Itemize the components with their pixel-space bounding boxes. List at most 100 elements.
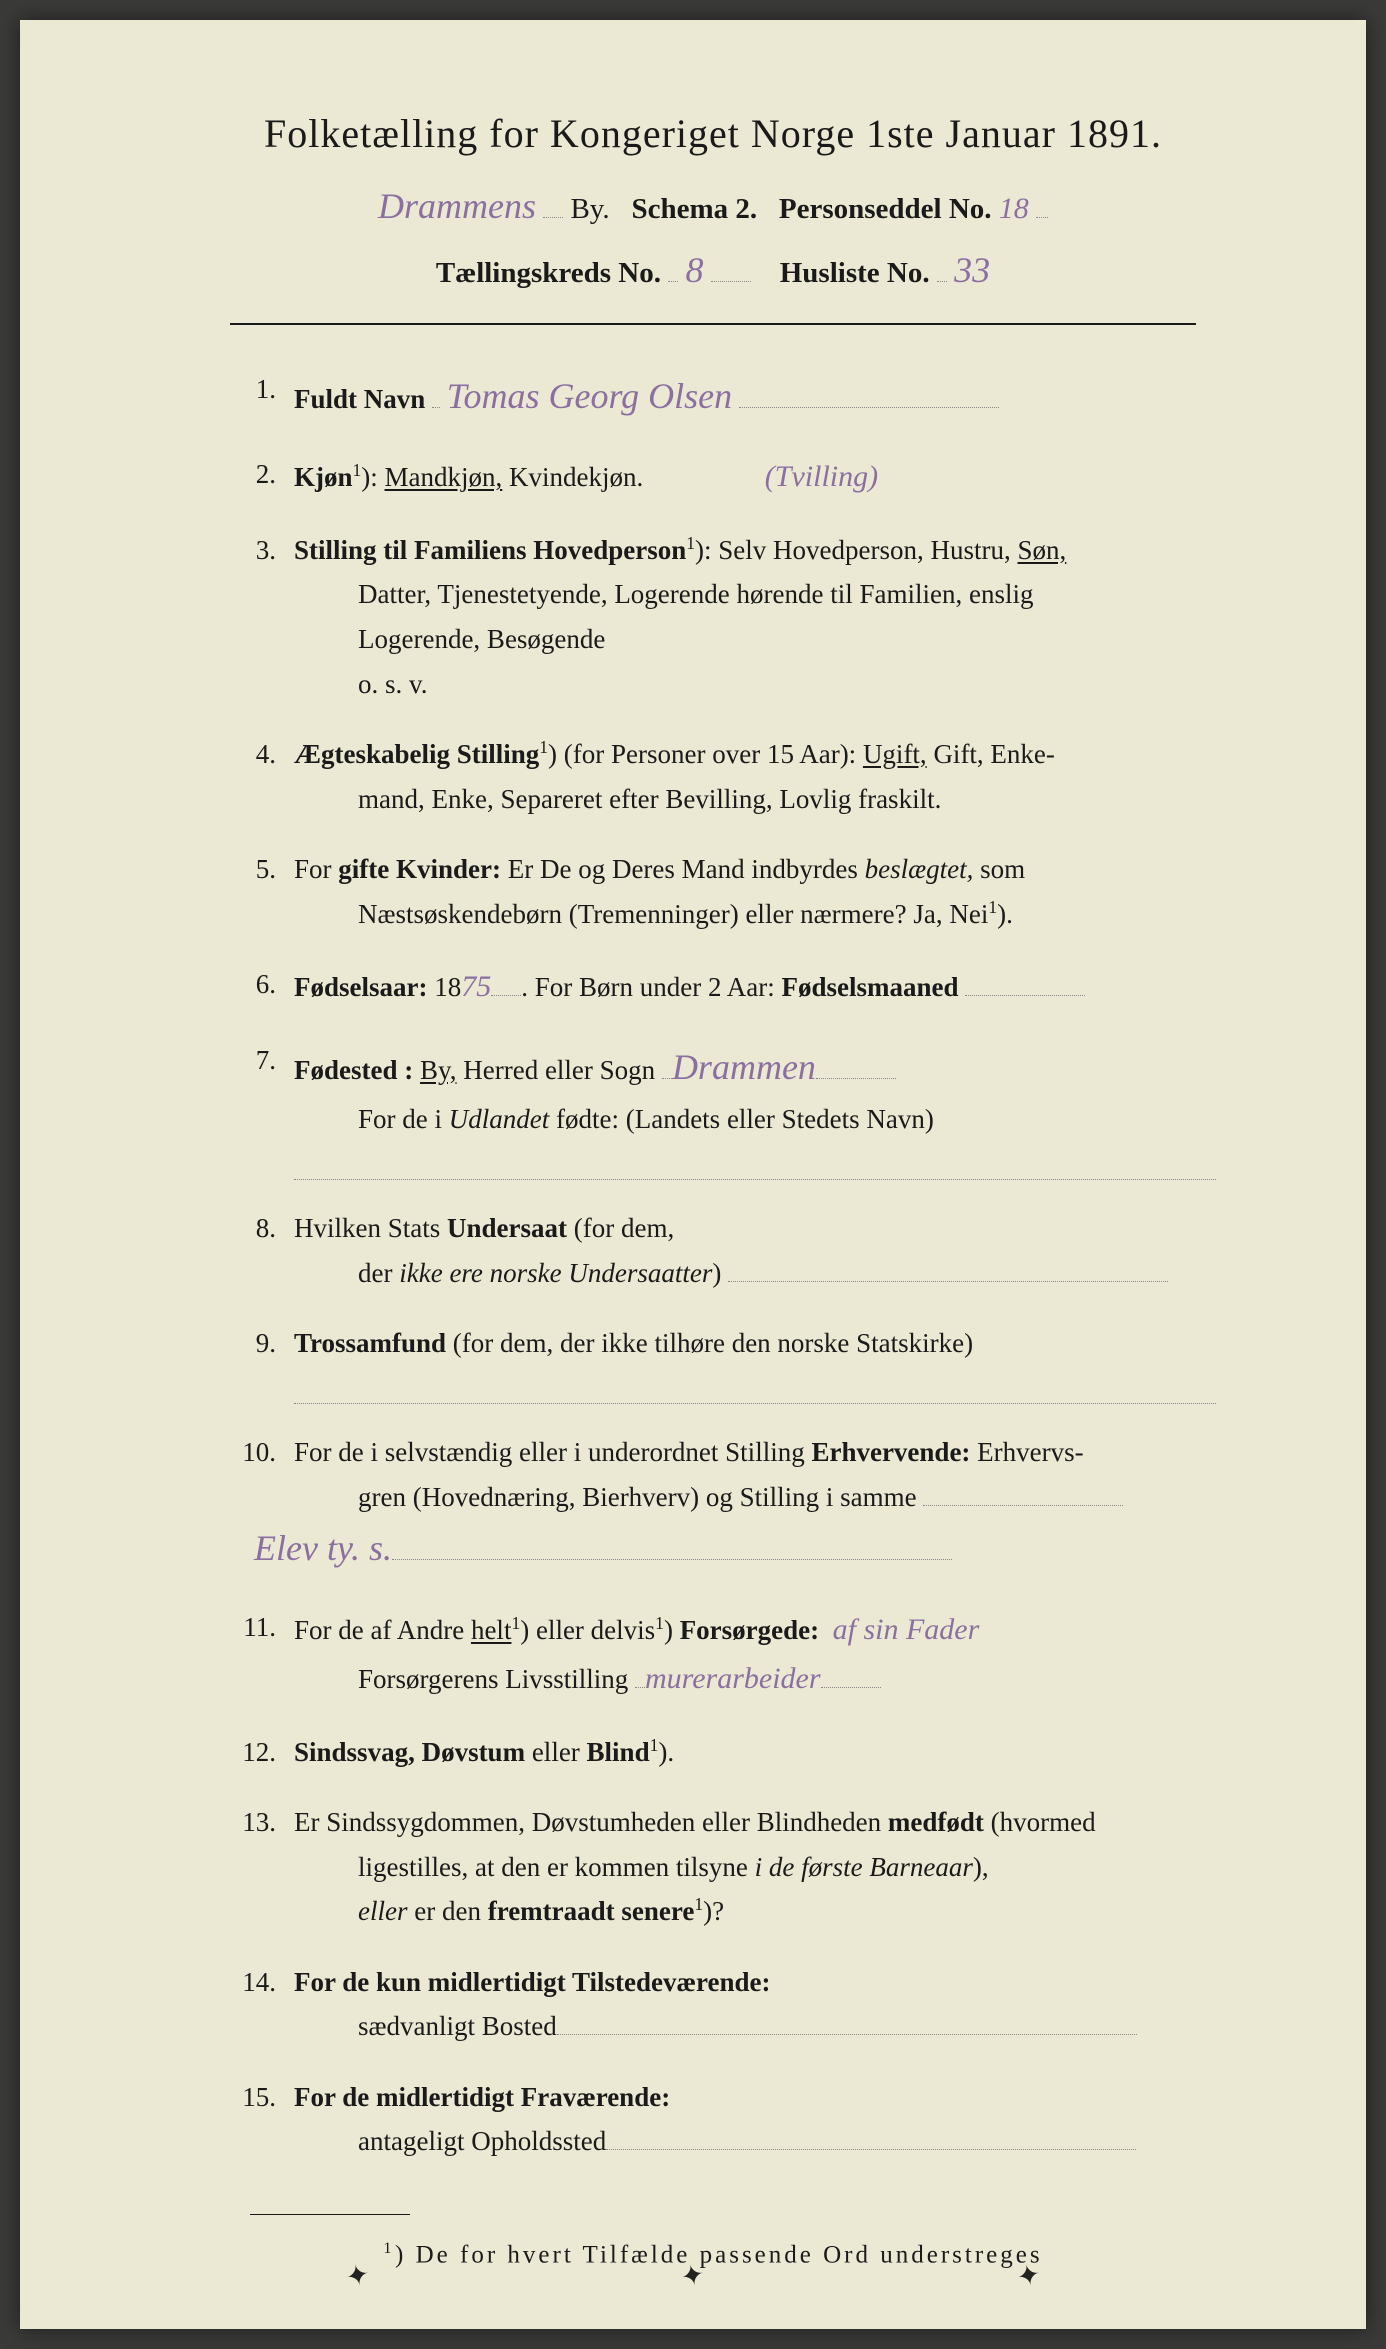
item-11: 11. For de af Andre helt1) eller delvis1…: [230, 1605, 1216, 1704]
field-label: Ægteskabelig Stilling: [294, 739, 539, 769]
footnote-divider: [250, 2214, 410, 2215]
item-number: 8.: [230, 1206, 294, 1295]
item-5: 5. For gifte Kvinder: Er De og Deres Man…: [230, 847, 1216, 936]
continuation: sædvanligt Bosted: [294, 2011, 1137, 2041]
item-number: 4.: [230, 732, 294, 821]
binding-marks: ✦ ✦ ✦: [20, 2259, 1366, 2293]
selected-option: By,: [420, 1055, 457, 1085]
item-14: 14. For de kun midlertidigt Tilstedevære…: [230, 1960, 1216, 2049]
field-label: Stilling til Familiens Hovedperson: [294, 535, 686, 565]
continuation: Logerende, Besøgende: [294, 624, 605, 654]
husliste-no: 33: [954, 249, 990, 291]
dotted-fill: [1036, 217, 1048, 218]
item-body: Hvilken Stats Undersaat (for dem, der ik…: [294, 1206, 1216, 1295]
item-7: 7. Fødested : By, Herred eller Sogn Dram…: [230, 1038, 1216, 1180]
item-number: 12.: [230, 1730, 294, 1775]
census-form-page: Folketælling for Kongeriget Norge 1ste J…: [20, 20, 1366, 2329]
item-number: 2.: [230, 452, 294, 502]
selected-option: Ugift,: [863, 739, 927, 769]
continuation: Datter, Tjenestetyende, Logerende hørend…: [294, 579, 1033, 609]
field-label: Trossamfund: [294, 1328, 446, 1358]
birthplace: Drammen: [672, 1038, 816, 1097]
item-4: 4. Ægteskabelig Stilling1) (for Personer…: [230, 732, 1216, 821]
personseddel-label: Personseddel No.: [779, 193, 992, 225]
field-label: gifte Kvinder:: [338, 854, 501, 884]
supported-by-hw: af sin Fader: [833, 1605, 980, 1655]
continuation: o. s. v.: [294, 669, 428, 699]
twin-note: (Tvilling): [765, 452, 878, 502]
field-label: medfødt: [888, 1807, 984, 1837]
item-body: For de midlertidigt Fraværende: antageli…: [294, 2075, 1216, 2164]
field-label: Sindssvag, Døvstum: [294, 1737, 525, 1767]
mark-icon: ✦: [1013, 2257, 1043, 2295]
city-handwritten: Drammens: [378, 185, 536, 227]
item-body: Fødselsaar: 1875. For Børn under 2 Aar: …: [294, 962, 1216, 1012]
item-body: Sindssvag, Døvstum eller Blind1).: [294, 1730, 1216, 1775]
field-label: Kjøn: [294, 462, 353, 492]
item-number: 1.: [230, 367, 294, 426]
item-body: For de kun midlertidigt Tilstedeværende:…: [294, 1960, 1216, 2049]
dotted-fill: [937, 281, 947, 282]
item-body: Kjøn1): Mandkjøn, Kvindekjøn. (Tvilling): [294, 452, 1216, 502]
item-number: 3.: [230, 528, 294, 706]
field-label: Forsørgede:: [680, 1615, 819, 1645]
form-items: 1. Fuldt Navn Tomas Georg Olsen 2. Kjøn1…: [190, 367, 1236, 2164]
header-line-1: Drammens By. Schema 2. Personseddel No. …: [190, 185, 1236, 227]
item-number: 13.: [230, 1800, 294, 1934]
item-3: 3. Stilling til Familiens Hovedperson1):…: [230, 528, 1216, 706]
name-handwritten: Tomas Georg Olsen: [447, 367, 732, 426]
city-suffix: By.: [570, 193, 609, 225]
occupation-hw: Elev ty. s.: [254, 1519, 392, 1578]
dotted-fill: [543, 217, 563, 218]
item-body: Ægteskabelig Stilling1) (for Personer ov…: [294, 732, 1216, 821]
husliste-label: Husliste No.: [780, 257, 930, 289]
continuation: mand, Enke, Separeret efter Bevilling, L…: [294, 784, 941, 814]
item-number: 15.: [230, 2075, 294, 2164]
personseddel-no: 18: [999, 192, 1029, 226]
field-label: Fødested :: [294, 1055, 413, 1085]
continuation: antageligt Opholdssted: [294, 2126, 1136, 2156]
schema-label: Schema 2.: [631, 193, 757, 225]
selected-option: Søn,: [1018, 535, 1067, 565]
item-body: Er Sindssygdommen, Døvstumheden eller Bl…: [294, 1800, 1216, 1934]
item-10: 10. For de i selvstændig eller i underor…: [230, 1430, 1216, 1578]
item-number: 9.: [230, 1321, 294, 1404]
continuation: der ikke ere norske Undersaatter): [294, 1258, 1168, 1288]
item-number: 6.: [230, 962, 294, 1012]
dotted-fill: [668, 281, 678, 282]
item-body: For gifte Kvinder: Er De og Deres Mand i…: [294, 847, 1216, 936]
continuation: ligestilles, at den er kommen tilsyne i …: [294, 1852, 989, 1882]
item-body: For de af Andre helt1) eller delvis1) Fo…: [294, 1605, 1216, 1704]
item-12: 12. Sindssvag, Døvstum eller Blind1).: [230, 1730, 1216, 1775]
selected-option: Mandkjøn,: [385, 462, 503, 492]
item-6: 6. Fødselsaar: 1875. For Børn under 2 Aa…: [230, 962, 1216, 1012]
item-8: 8. Hvilken Stats Undersaat (for dem, der…: [230, 1206, 1216, 1295]
continuation: Forsørgerens Livsstilling murerarbeider: [294, 1664, 881, 1694]
header-divider: [230, 323, 1196, 325]
mark-icon: ✦: [678, 2257, 708, 2295]
birth-year: 75: [461, 962, 491, 1012]
field-label: For de kun midlertidigt Tilstedeværende:: [294, 1967, 771, 1997]
item-body: Trossamfund (for dem, der ikke tilhøre d…: [294, 1321, 1216, 1404]
taellingskreds-no: 8: [685, 249, 703, 291]
continuation: eller er den fremtraadt senere1)?: [294, 1896, 724, 1926]
continuation: For de i Udlandet fødte: (Landets eller …: [294, 1104, 934, 1134]
dotted-fill: [711, 281, 751, 282]
item-1: 1. Fuldt Navn Tomas Georg Olsen: [230, 367, 1216, 426]
field-label: For de midlertidigt Fraværende:: [294, 2082, 670, 2112]
item-2: 2. Kjøn1): Mandkjøn, Kvindekjøn. (Tvilli…: [230, 452, 1216, 502]
field-label: Undersaat: [447, 1213, 567, 1243]
field-label: Fødselsaar:: [294, 972, 427, 1002]
item-number: 14.: [230, 1960, 294, 2049]
item-number: 5.: [230, 847, 294, 936]
item-body: Fødested : By, Herred eller Sogn Drammen…: [294, 1038, 1216, 1180]
item-body: Fuldt Navn Tomas Georg Olsen: [294, 367, 1216, 426]
item-number: 11.: [230, 1605, 294, 1704]
item-13: 13. Er Sindssygdommen, Døvstumheden elle…: [230, 1800, 1216, 1934]
field-label: Erhvervende:: [811, 1437, 970, 1467]
mark-icon: ✦: [343, 2257, 373, 2295]
continuation: Næstsøskendebørn (Tremenninger) eller næ…: [294, 899, 1013, 929]
item-9: 9. Trossamfund (for dem, der ikke tilhør…: [230, 1321, 1216, 1404]
item-15: 15. For de midlertidigt Fraværende: anta…: [230, 2075, 1216, 2164]
header-line-2: Tællingskreds No. 8 Husliste No. 33: [190, 249, 1236, 291]
